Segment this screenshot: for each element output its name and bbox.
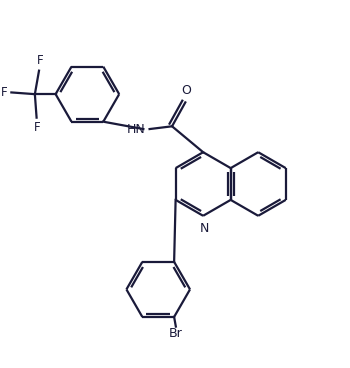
Text: Br: Br xyxy=(169,327,183,340)
Text: F: F xyxy=(1,86,7,99)
Text: O: O xyxy=(182,84,191,97)
Text: F: F xyxy=(36,54,43,67)
Text: F: F xyxy=(34,121,41,134)
Text: HN: HN xyxy=(127,123,146,135)
Text: N: N xyxy=(199,222,209,235)
